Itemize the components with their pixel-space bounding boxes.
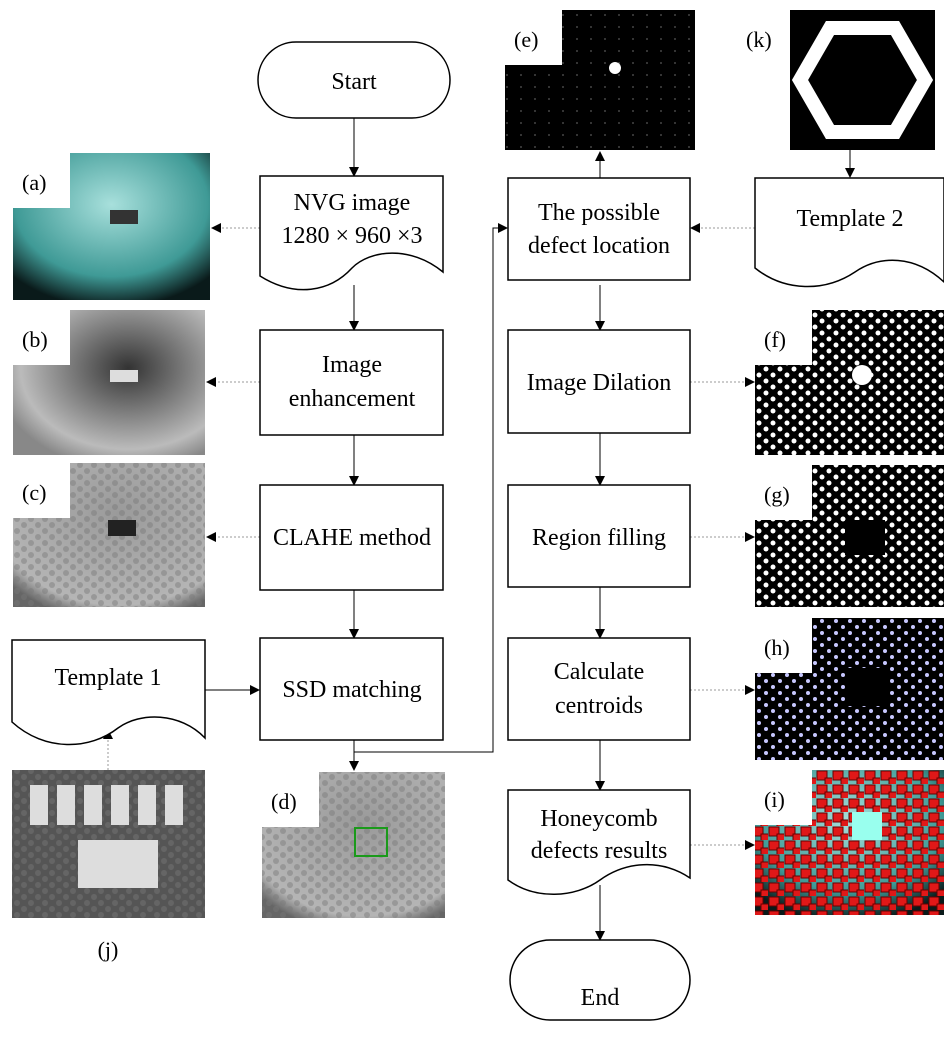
node-text: The possible: [538, 200, 660, 226]
image-label: (e): [514, 27, 538, 52]
image-i: (i): [755, 770, 944, 915]
image-label: (h): [764, 635, 790, 660]
document-node: [12, 640, 205, 745]
process-node: [508, 178, 690, 280]
connectors: [108, 118, 850, 940]
image-d: (d): [262, 772, 445, 918]
process-node: [508, 638, 690, 740]
node-text: 1280 × 960 ×3: [281, 223, 422, 249]
document-node: [755, 178, 944, 287]
node-text: Template 2: [797, 206, 904, 232]
node-text: Calculate: [554, 659, 645, 685]
image-g: (g): [755, 465, 944, 607]
image-label: (k): [746, 27, 772, 52]
node-text: NVG image: [294, 190, 411, 216]
image-k: [790, 10, 935, 150]
image-label: (g): [764, 482, 790, 507]
process-node: [260, 330, 443, 435]
image-f: (f): [755, 310, 944, 455]
image-c: (c): [13, 463, 205, 607]
image-label: (a): [22, 170, 46, 195]
node-text: End: [581, 985, 620, 1011]
image-b: (b): [13, 310, 205, 455]
image-label: (b): [22, 327, 48, 352]
node-text: Start: [331, 69, 377, 95]
image-label: (i): [764, 787, 785, 812]
image-label: (j): [98, 937, 119, 962]
node-text: defect location: [528, 233, 670, 259]
node-text: SSD matching: [282, 677, 421, 703]
image-j: [12, 770, 205, 918]
image-h: (h): [755, 618, 944, 760]
node-text: defects results: [531, 838, 668, 864]
node-text: Region filling: [532, 525, 666, 551]
flowchart: (a) (b) (c) (j) (d) (e) (k) (f) (g) (h) …: [0, 0, 944, 1051]
image-e: (e): [505, 10, 695, 150]
node-text: enhancement: [289, 386, 416, 412]
node-text: Image: [322, 352, 382, 378]
node-text: CLAHE method: [273, 525, 431, 551]
node-text: Image Dilation: [527, 370, 672, 396]
image-label: (d): [271, 789, 297, 814]
image-label: (f): [764, 327, 786, 352]
node-text: Honeycomb: [540, 806, 657, 832]
node-text: centroids: [555, 693, 643, 719]
image-a: (a): [13, 153, 210, 300]
image-label: (c): [22, 480, 46, 505]
node-text: Template 1: [55, 665, 162, 691]
